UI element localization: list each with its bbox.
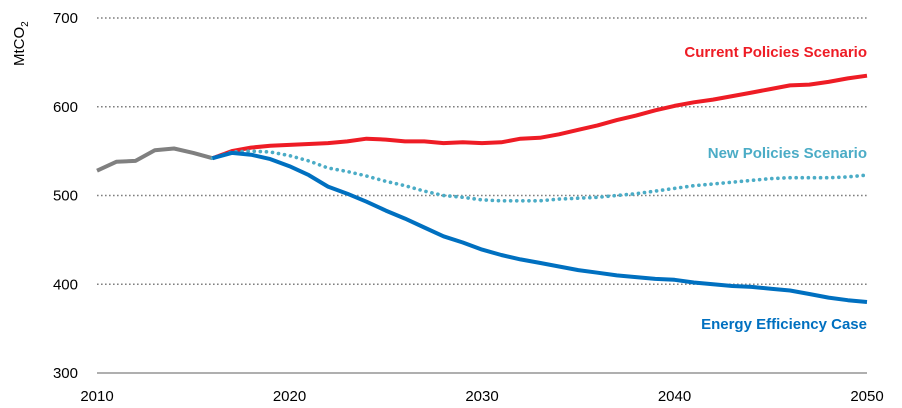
x-tick-label: 2030 [465, 388, 498, 405]
y-tick-label: 700 [53, 10, 78, 27]
series-label: Current Policies Scenario [684, 44, 867, 61]
series-line-0 [96, 146, 214, 173]
y-axis-label: MtCO2 [11, 21, 31, 66]
y-tick-label: 400 [53, 276, 78, 293]
y-tick-label: 500 [53, 188, 78, 205]
series-labels: Current Policies Scenario New Policies Sc… [684, 44, 867, 333]
series-lines [96, 73, 869, 304]
series-label: New Policies Scenario [708, 145, 867, 162]
y-axis-label-subscript: 2 [20, 21, 31, 27]
gridlines [97, 17, 867, 286]
y-axis-label-main: MtCO [11, 27, 28, 66]
series-line-2 [210, 149, 869, 203]
x-tick-label: 2040 [658, 388, 691, 405]
x-tick-label: 2020 [273, 388, 306, 405]
series-line-3 [211, 150, 868, 304]
y-tick-label: 600 [53, 99, 78, 116]
series-line-1 [211, 73, 868, 161]
axes: 300 400 500 600 700 2010 2020 2030 2040 2050 [53, 10, 884, 405]
x-tick-label: 2010 [80, 388, 113, 405]
y-tick-label: 300 [53, 365, 78, 382]
series-label: Energy Efficiency Case [701, 316, 867, 333]
x-tick-label: 2050 [850, 388, 883, 405]
